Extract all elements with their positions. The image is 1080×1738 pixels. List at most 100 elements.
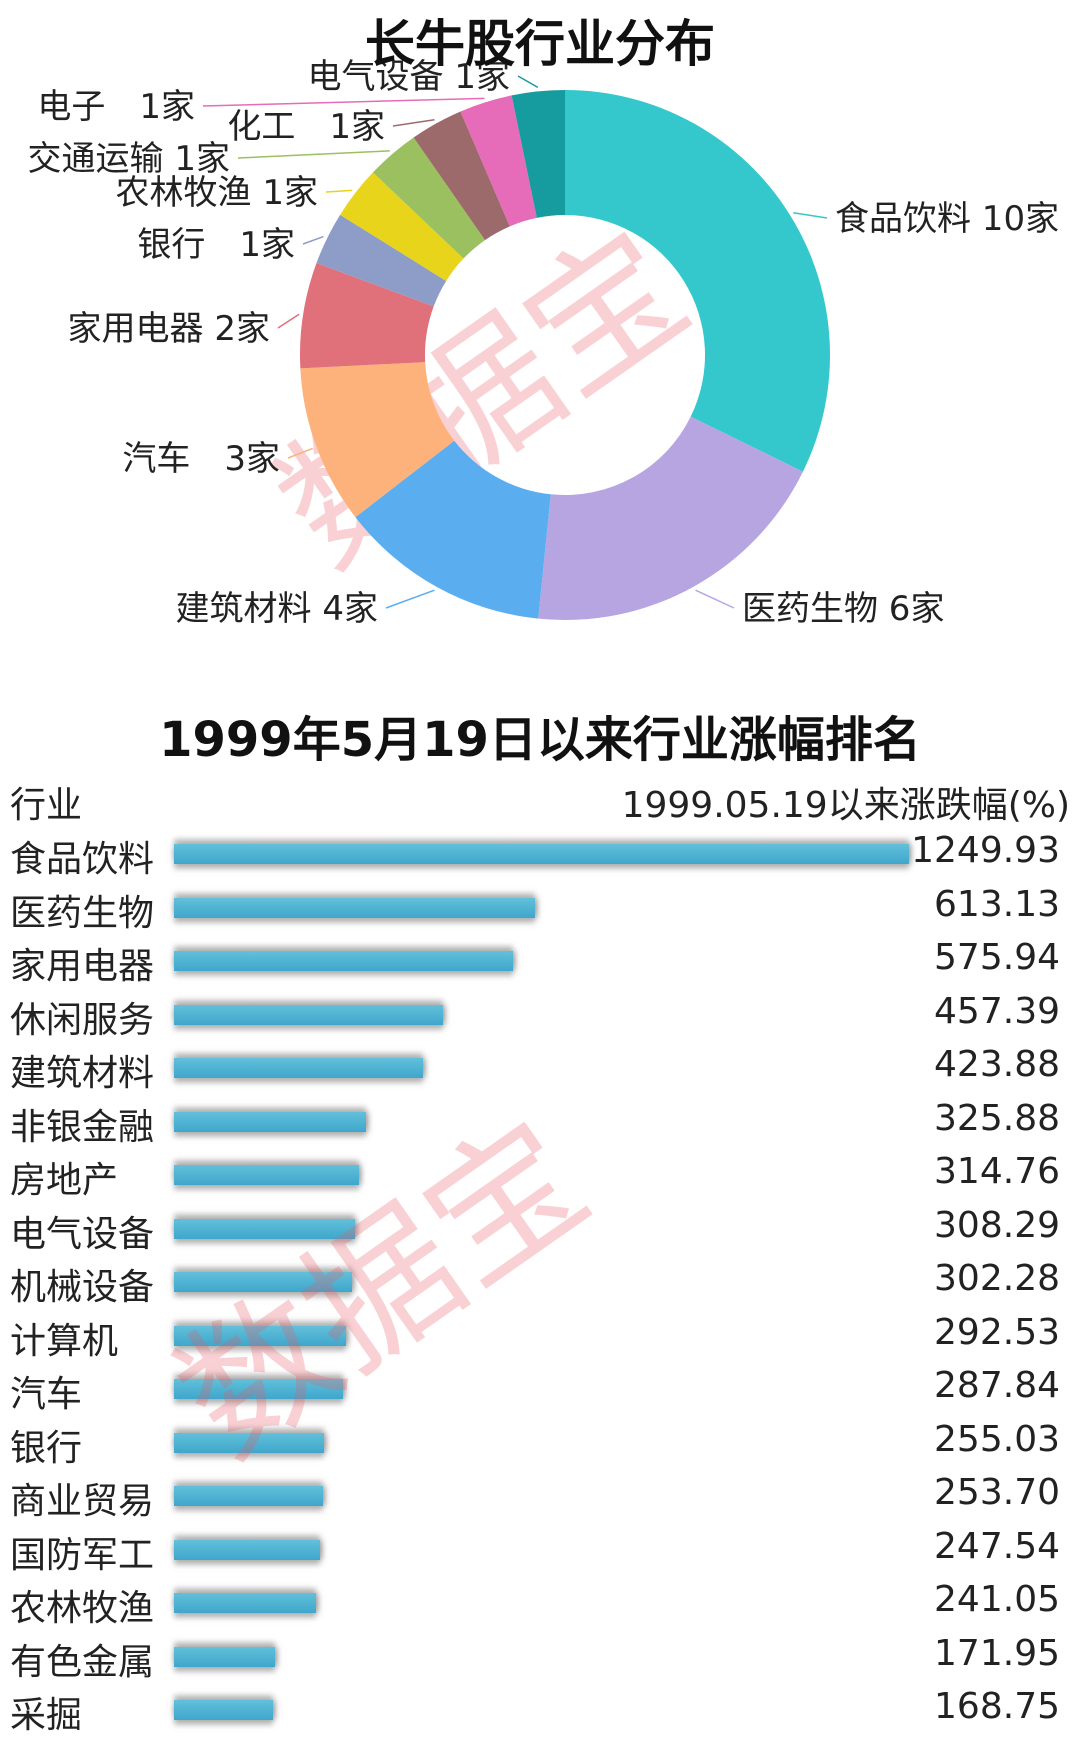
pie-slice (460, 95, 537, 227)
value-label: 253.70 (934, 1472, 1060, 1513)
bar (174, 1218, 356, 1239)
pie-slice (538, 416, 803, 621)
category-label: 非银金融 (10, 1106, 155, 1148)
bar (174, 1272, 352, 1292)
pie-label: 电气设备 1家 (308, 57, 510, 97)
bar-row: 休闲服务 457.39 (0, 987, 1080, 1041)
value-label: 325.88 (934, 1097, 1060, 1139)
column-header-industry: 行业 (10, 785, 83, 826)
pie-slice (511, 90, 565, 218)
value-label: 171.95 (934, 1632, 1060, 1674)
leader-line (277, 313, 300, 329)
leader-line (517, 75, 539, 89)
category-label: 银行 (10, 1427, 83, 1469)
pie-label: 汽车 3家 (122, 439, 280, 479)
pie-label: 家用电器 2家 (68, 309, 270, 349)
category-label: 家用电器 (10, 946, 155, 987)
value-label: 287.84 (934, 1365, 1060, 1406)
bar-row: 计算机 292.53 (0, 1308, 1080, 1362)
bar-row: 汽车 287.84 (0, 1361, 1080, 1415)
pie-label: 农林牧渔 1家 (116, 173, 318, 213)
pie-chart-title: 长牛股行业分布 (365, 15, 715, 73)
bar-row: 医药生物 613.13 (0, 880, 1080, 934)
category-label: 电气设备 (10, 1213, 155, 1255)
bar (174, 1539, 320, 1560)
pie-label: 食品饮料 10家 (835, 199, 1059, 239)
value-label: 613.13 (934, 883, 1060, 925)
bar-row: 建筑材料 423.88 (0, 1040, 1080, 1094)
bar-row: 有色金属 171.95 (0, 1629, 1080, 1683)
leader-line (695, 589, 735, 609)
value-label: 1249.93 (911, 830, 1060, 871)
category-label: 医药生物 (10, 892, 155, 934)
category-label: 建筑材料 (10, 1053, 155, 1094)
bar-row: 食品饮料 1249.93 (0, 826, 1080, 880)
bar-row: 银行 255.03 (0, 1415, 1080, 1469)
pie-label: 电子 1家 (37, 87, 195, 127)
pie-slice (316, 214, 447, 307)
value-label: 292.53 (934, 1311, 1060, 1353)
bar (174, 1700, 274, 1720)
value-label: 302.28 (934, 1258, 1060, 1299)
value-label: 575.94 (934, 937, 1060, 978)
pie-slice (355, 440, 551, 619)
bar-row: 房地产 314.76 (0, 1147, 1080, 1201)
bar (174, 1165, 360, 1185)
bar (174, 844, 909, 864)
pie-slice (340, 172, 464, 281)
bar (174, 1486, 324, 1506)
bar (174, 1058, 424, 1078)
value-label: 423.88 (934, 1044, 1060, 1085)
pie-slice (372, 137, 486, 259)
pie-slice (565, 90, 830, 472)
leader-line (385, 589, 435, 609)
pie-label: 医药生物 6家 (742, 589, 944, 629)
category-label: 房地产 (10, 1160, 119, 1201)
category-label: 机械设备 (10, 1267, 155, 1308)
leader-line (287, 447, 314, 459)
category-label: 休闲服务 (10, 999, 155, 1041)
bar-chart-title: 1999年5月19日以来行业涨幅排名 (159, 712, 921, 768)
category-label: 商业贸易 (10, 1481, 155, 1522)
value-label: 247.54 (934, 1525, 1060, 1567)
value-label: 308.29 (934, 1204, 1060, 1246)
bar-row: 农林牧渔 241.05 (0, 1575, 1080, 1629)
value-label: 457.39 (934, 990, 1060, 1032)
pie-label: 化工 1家 (227, 107, 385, 147)
category-label: 汽车 (10, 1374, 83, 1415)
category-label: 国防军工 (10, 1534, 155, 1576)
value-label: 241.05 (934, 1579, 1060, 1620)
bar-row: 电气设备 308.29 (0, 1201, 1080, 1255)
bar-row: 家用电器 575.94 (0, 933, 1080, 987)
category-label: 农林牧渔 (10, 1588, 155, 1629)
pie-label: 建筑材料 4家 (176, 589, 378, 629)
value-label: 168.75 (934, 1686, 1060, 1727)
bar-row: 非银金融 325.88 (0, 1094, 1080, 1148)
leader-line (302, 235, 324, 245)
value-label: 255.03 (934, 1418, 1060, 1460)
column-header-change: 1999.05.19以来涨跌幅(%) (621, 785, 1070, 826)
bar (174, 1646, 276, 1667)
bar (174, 1325, 347, 1346)
bar (174, 1432, 324, 1453)
pie-label: 交通运输 1家 (28, 139, 230, 179)
bar (174, 1111, 366, 1132)
category-label: 计算机 (10, 1320, 119, 1362)
bar (174, 897, 535, 918)
bar-row: 采掘 168.75 (0, 1682, 1080, 1736)
leader-line (793, 211, 828, 219)
bar (174, 1004, 443, 1025)
category-label: 采掘 (10, 1695, 83, 1736)
bar-row: 国防军工 247.54 (0, 1522, 1080, 1576)
bar (174, 951, 513, 971)
category-label: 有色金属 (10, 1641, 155, 1683)
pie-slice (300, 262, 434, 369)
bar (174, 1593, 316, 1613)
bar-row: 机械设备 302.28 (0, 1254, 1080, 1308)
value-label: 314.76 (934, 1151, 1060, 1192)
bar (174, 1379, 344, 1399)
pie-label: 银行 1家 (137, 225, 295, 265)
leader-line (325, 189, 353, 193)
leader-line (202, 97, 485, 107)
